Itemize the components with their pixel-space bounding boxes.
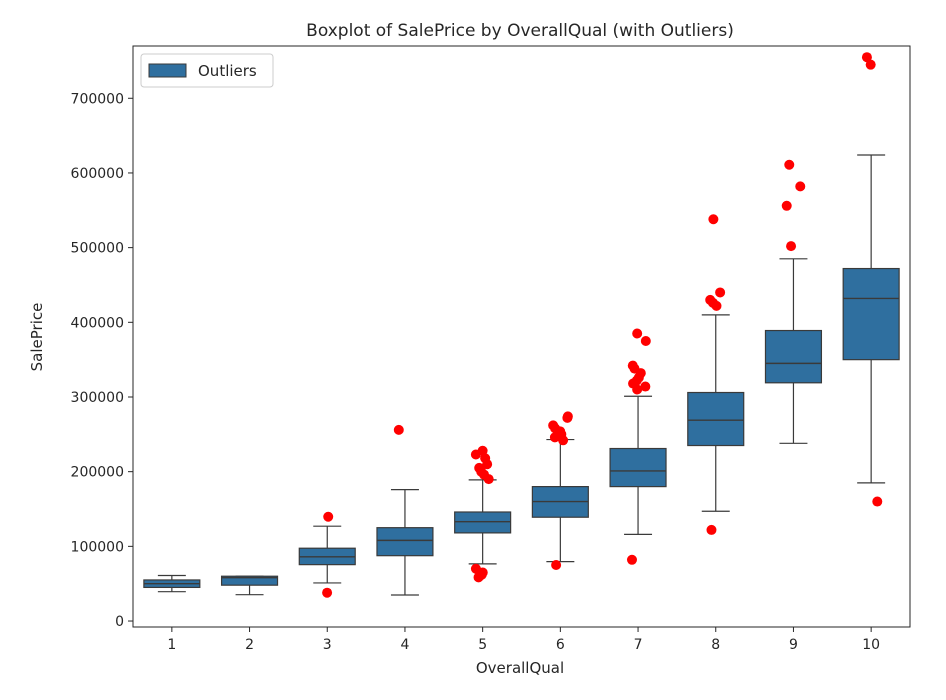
box-group-9 <box>764 258 823 444</box>
x-tick-label: 5 <box>478 637 487 653</box>
outlier-point <box>781 200 792 211</box>
legend-swatch-outliers <box>148 63 187 78</box>
iqr-box <box>454 511 512 534</box>
x-tick-label: 10 <box>862 637 880 653</box>
y-tick-label: 100000 <box>71 539 124 555</box>
outlier-point <box>393 424 404 435</box>
x-axis-label: OverallQual <box>476 659 564 677</box>
x-tick-label: 3 <box>323 637 332 653</box>
outlier-point <box>322 587 333 598</box>
iqr-box <box>842 267 900 361</box>
iqr-box <box>687 391 745 447</box>
box-group-10 <box>842 154 900 484</box>
y-tick-label: 0 <box>115 614 124 630</box>
y-tick-label: 700000 <box>71 91 124 107</box>
y-tick-label: 500000 <box>71 241 124 257</box>
box-group-6 <box>531 438 589 563</box>
outlier-point <box>627 360 638 371</box>
outlier-point <box>795 181 806 192</box>
legend-label-outliers: Outliers <box>198 62 257 80</box>
outlier-point <box>708 214 719 225</box>
x-tick-label: 6 <box>556 637 565 653</box>
outlier-point <box>705 294 716 305</box>
box-group-4 <box>376 488 434 596</box>
plot-area: 0 100000 200000 300000 400000 500000 600000 700… <box>71 45 911 653</box>
x-tick-label: 2 <box>245 637 254 653</box>
outlier-point <box>706 524 717 535</box>
x-tick-label: 4 <box>400 637 409 653</box>
outlier-point <box>474 462 485 473</box>
outlier-point <box>865 59 876 70</box>
x-tick-label: 1 <box>167 637 176 653</box>
y-axis-label: SalePrice <box>28 303 46 372</box>
box-group-5 <box>454 479 512 565</box>
outlier-point <box>562 411 573 422</box>
outlier-point <box>470 563 481 574</box>
x-tick-label: 9 <box>789 637 798 653</box>
y-tick-label: 200000 <box>71 465 124 481</box>
outlier-point <box>784 159 795 170</box>
x-tick-label: 7 <box>634 637 643 653</box>
outlier-point <box>786 241 797 252</box>
iqr-box <box>220 575 279 586</box>
outlier-point <box>632 328 643 339</box>
legend-frame <box>140 53 274 88</box>
iqr-box <box>764 329 823 384</box>
axes-frame <box>132 45 911 628</box>
outlier-point <box>626 554 637 565</box>
box-group-8 <box>687 314 745 512</box>
outlier-point <box>551 560 562 571</box>
outlier-point <box>861 52 872 63</box>
outlier-point <box>640 335 651 346</box>
outlier-point <box>323 511 334 522</box>
legend: Outliers <box>140 53 274 88</box>
y-tick-label: 300000 <box>71 390 124 406</box>
x-tick-label: 8 <box>711 637 720 653</box>
outlier-point <box>715 287 726 298</box>
box-group-1 <box>143 574 201 593</box>
iqr-box <box>376 527 434 557</box>
box-group-2 <box>220 575 279 596</box>
chart-title: Boxplot of SalePrice by OverallQual (wit… <box>306 21 734 41</box>
iqr-box <box>609 447 667 488</box>
box-group-3 <box>298 525 356 584</box>
y-tick-label: 600000 <box>71 166 124 182</box>
outlier-point <box>548 420 559 431</box>
outlier-point <box>640 381 651 392</box>
outlier-point <box>477 445 488 456</box>
box-group-7 <box>609 395 667 535</box>
y-tick-label: 400000 <box>71 315 124 331</box>
outlier-point <box>872 496 883 507</box>
